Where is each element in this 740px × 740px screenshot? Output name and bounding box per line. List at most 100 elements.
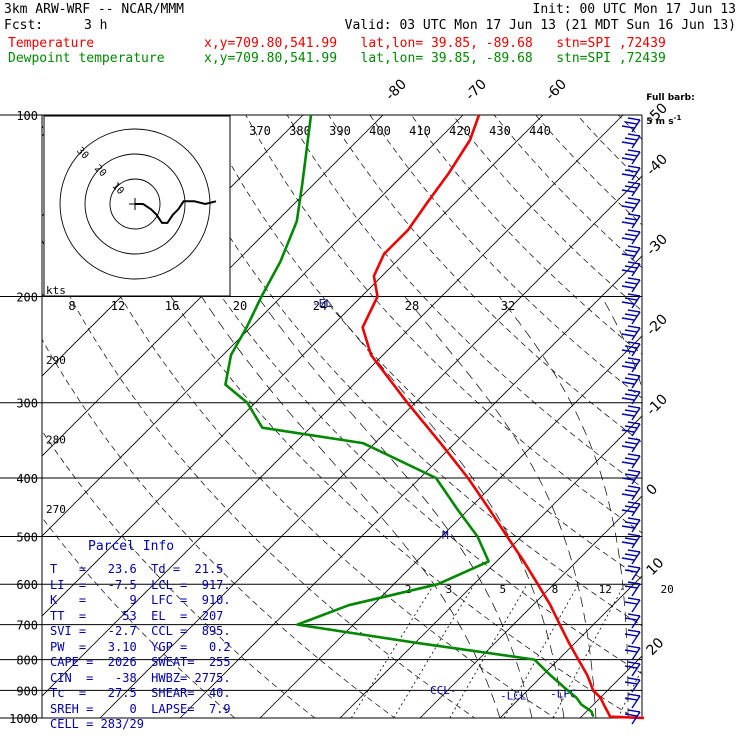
moist-adiabat <box>324 296 565 718</box>
mixing-ratio-line <box>449 583 528 718</box>
barb-staff <box>631 567 641 581</box>
barb-feather <box>621 461 635 465</box>
barb-feather <box>627 645 641 649</box>
moist-adiabat <box>257 296 533 718</box>
barb-note-line2: 5 m s <box>646 117 674 127</box>
dewpoint-legend: Dewpoint temperature <box>8 51 165 66</box>
dry-adiabat <box>42 124 556 718</box>
barb-staff <box>631 487 641 501</box>
isotherm <box>339 415 642 718</box>
dry-adiabat <box>411 115 642 355</box>
isotherm-label: -80 <box>383 76 410 103</box>
parcel-info-row: SVI = -2.7 CCL = 895. <box>50 624 231 638</box>
pressure-label: 200 <box>16 291 38 305</box>
barb-feather <box>627 213 641 217</box>
barb-feather <box>624 377 638 381</box>
parcel-info-row: K = 9 LFC = 910. <box>50 593 231 607</box>
barb-staff <box>631 295 641 309</box>
theta-e-label: 440 <box>529 124 551 138</box>
barb-feather <box>621 557 635 561</box>
dry-adiabat <box>660 115 740 731</box>
hodograph-ring <box>84 153 186 255</box>
barb-feather <box>621 253 635 257</box>
barb-feather <box>621 365 635 369</box>
barb-feather <box>621 173 635 177</box>
dry-adiabat <box>328 115 642 443</box>
theta-label: 280 <box>46 433 66 446</box>
barb-staff <box>631 439 641 453</box>
parcel-info-row: LI = -7.5 LCL = 917. <box>50 577 231 592</box>
mixing-ratio-label: 12 <box>599 583 612 596</box>
pressure-label: 1000 <box>9 712 38 726</box>
speed-label: 16 <box>165 299 179 313</box>
barb-feather <box>627 149 641 153</box>
isotherm <box>42 115 464 537</box>
isotherm-label: -40 <box>644 151 671 178</box>
mixing-ratio-label: 2 <box>405 583 412 596</box>
moist-adiabat <box>692 297 714 719</box>
barb-feather <box>627 469 641 473</box>
mixing-ratio-label: 20 <box>661 583 674 596</box>
hodograph-units: kts <box>46 284 66 297</box>
isotherm <box>42 115 624 697</box>
barb-feather <box>624 153 638 157</box>
temperature-legend: Temperature <box>8 36 95 51</box>
barb-feather <box>621 541 635 545</box>
dry-adiabat <box>245 115 642 534</box>
valid-time: Valid: 03 UTC Mon 17 Jun 13 (21 MDT Sun … <box>344 18 736 33</box>
barb-feather <box>624 537 638 541</box>
barb-staff <box>631 599 641 613</box>
barb-staff <box>631 663 641 677</box>
isotherm-label: -60 <box>543 76 570 103</box>
level-marker: -LCL <box>500 689 527 702</box>
barb-feather <box>624 169 638 173</box>
barb-staff <box>631 391 641 405</box>
barb-feather <box>627 581 641 585</box>
barb-staff <box>631 215 641 229</box>
barb-staff <box>631 327 641 341</box>
barb-feather <box>621 413 635 417</box>
forecast-label: Fcst: <box>4 18 44 33</box>
barb-feather <box>624 521 638 525</box>
mixing-ratio-line <box>350 583 435 718</box>
level-marker: M <box>442 529 449 542</box>
barb-staff <box>631 151 641 165</box>
dry-adiabat <box>162 115 642 627</box>
barb-feather <box>627 661 641 665</box>
hodograph-trace <box>135 200 217 224</box>
isotherm <box>660 115 740 718</box>
isotherm <box>579 655 642 718</box>
barb-staff <box>631 135 641 149</box>
barb-feather <box>621 237 635 241</box>
barb-feather <box>624 217 638 221</box>
barb-feather <box>627 165 641 169</box>
skew-t-grid <box>0 114 740 731</box>
barb-feather <box>624 617 638 621</box>
barb-feather <box>624 713 638 717</box>
mixing-ratio-label: 5 <box>499 583 506 596</box>
barb-feather <box>621 269 635 273</box>
mixing-ratio-line <box>393 583 475 718</box>
isotherm-label: 0 <box>644 481 662 499</box>
barb-staff <box>631 263 641 277</box>
barb-staff <box>631 375 641 389</box>
barb-feather <box>621 381 635 385</box>
barb-feather <box>624 137 638 141</box>
barb-feather <box>627 709 641 713</box>
barb-feather <box>621 349 635 353</box>
barb-staff <box>631 407 641 421</box>
theta-label: 270 <box>46 503 66 516</box>
parcel-info-row: CELL = 283/29 <box>50 717 144 731</box>
barb-staff <box>631 455 641 469</box>
parcel-info-row: TT = 53 EL = 207 <box>50 608 224 623</box>
barb-staff <box>631 695 641 709</box>
barb-feather <box>624 649 638 653</box>
barb-feather <box>627 293 641 297</box>
speed-label: 12 <box>111 299 125 313</box>
barb-feather <box>627 565 641 569</box>
barb-feather <box>621 397 635 401</box>
pressure-label: 600 <box>16 578 38 592</box>
dry-adiabat <box>286 115 642 488</box>
barb-staff <box>631 551 641 565</box>
